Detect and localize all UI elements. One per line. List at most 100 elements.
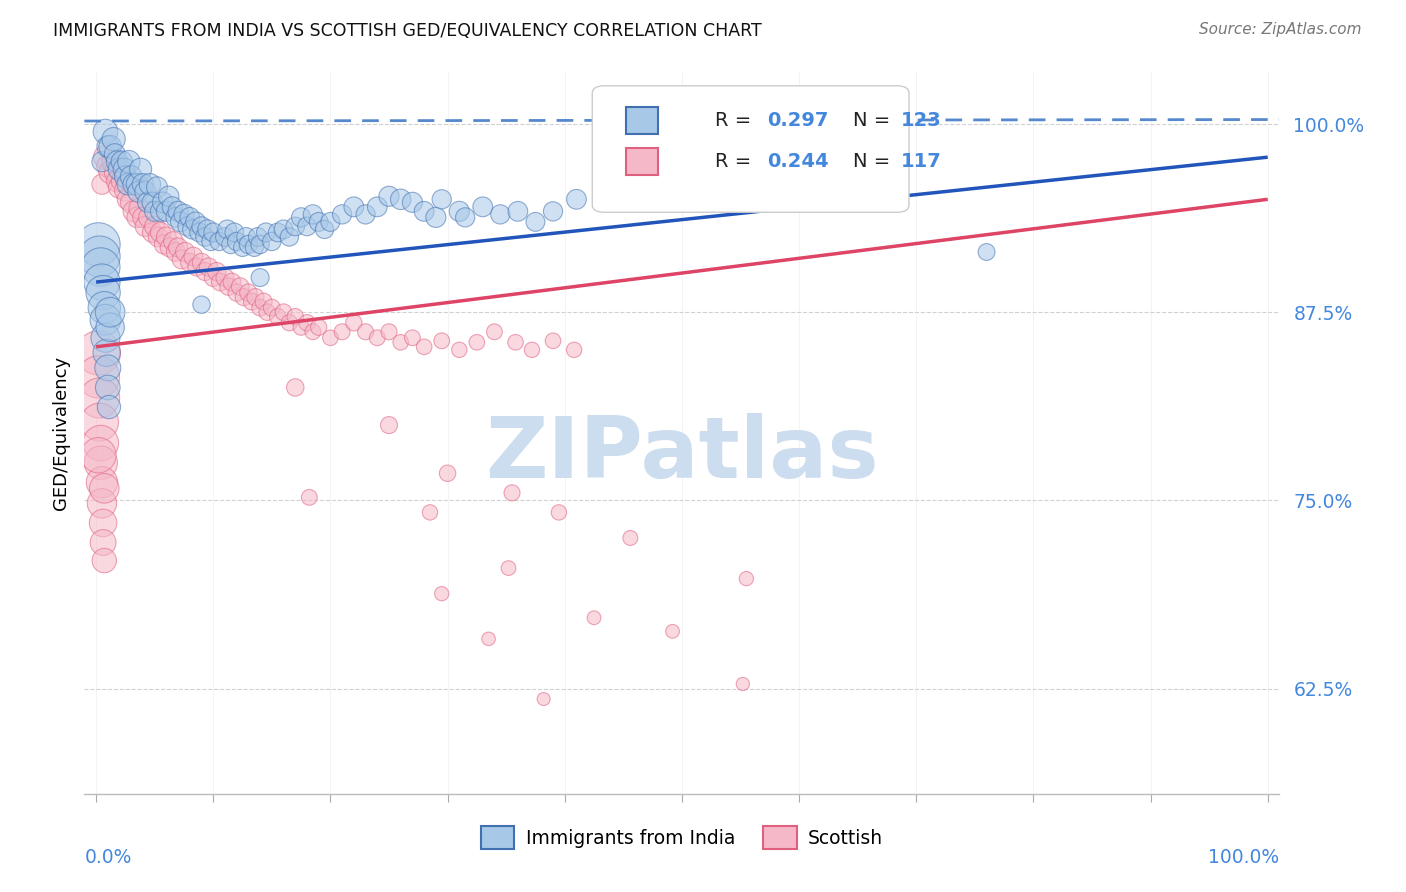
Text: 123: 123 bbox=[901, 111, 942, 130]
Point bbox=[159, 240, 181, 254]
Point bbox=[105, 174, 128, 188]
Point bbox=[120, 195, 142, 210]
Point bbox=[91, 535, 114, 549]
Point bbox=[454, 211, 477, 225]
Point bbox=[132, 178, 155, 192]
Point bbox=[267, 310, 290, 324]
Point bbox=[200, 235, 222, 249]
Point bbox=[295, 219, 318, 234]
Point bbox=[260, 235, 283, 249]
Text: 100.0%: 100.0% bbox=[1208, 848, 1279, 867]
Point bbox=[235, 230, 257, 244]
Point bbox=[108, 162, 131, 177]
Point bbox=[138, 211, 160, 225]
Point bbox=[90, 496, 114, 510]
Point bbox=[167, 240, 190, 254]
Point bbox=[298, 491, 321, 505]
Point bbox=[619, 531, 641, 545]
Point bbox=[117, 178, 139, 192]
Point bbox=[89, 415, 111, 429]
Point bbox=[225, 285, 247, 300]
Point bbox=[498, 561, 520, 575]
Text: 0.297: 0.297 bbox=[766, 111, 828, 130]
Point bbox=[541, 334, 564, 348]
Point bbox=[89, 250, 111, 264]
Point bbox=[181, 222, 204, 236]
Point bbox=[149, 226, 172, 240]
Point bbox=[249, 270, 271, 285]
Point bbox=[127, 185, 149, 199]
Point bbox=[278, 230, 301, 244]
Point bbox=[94, 124, 117, 138]
Point bbox=[389, 192, 412, 206]
Point bbox=[208, 235, 231, 249]
Point bbox=[146, 180, 169, 194]
Point bbox=[343, 316, 366, 330]
Point bbox=[378, 189, 401, 203]
Point bbox=[94, 312, 117, 326]
Point bbox=[238, 285, 260, 300]
Point bbox=[548, 505, 571, 519]
Text: R =: R = bbox=[716, 111, 758, 130]
Point bbox=[267, 226, 290, 240]
Point bbox=[735, 572, 758, 586]
Point bbox=[256, 305, 278, 319]
Point bbox=[97, 380, 120, 394]
Point bbox=[141, 226, 163, 240]
Point bbox=[148, 230, 170, 244]
Point bbox=[465, 335, 488, 350]
FancyBboxPatch shape bbox=[626, 107, 658, 134]
Point bbox=[731, 677, 754, 691]
Point bbox=[219, 237, 242, 252]
Point bbox=[260, 301, 283, 315]
Text: R =: R = bbox=[716, 153, 758, 171]
Y-axis label: GED/Equivalency: GED/Equivalency bbox=[52, 356, 70, 509]
Point bbox=[378, 418, 401, 433]
Point bbox=[90, 436, 112, 450]
Point bbox=[98, 400, 120, 414]
Point bbox=[134, 185, 156, 199]
Point bbox=[162, 200, 183, 214]
Point bbox=[253, 294, 276, 309]
Point bbox=[183, 250, 205, 264]
Point bbox=[184, 215, 207, 229]
Point bbox=[129, 162, 152, 177]
Point bbox=[194, 264, 217, 278]
Point bbox=[122, 178, 145, 192]
Point bbox=[98, 320, 121, 334]
Point bbox=[87, 448, 110, 462]
Point bbox=[97, 360, 120, 375]
Point bbox=[430, 334, 453, 348]
Point bbox=[98, 139, 121, 153]
Point bbox=[186, 260, 208, 274]
Point bbox=[389, 335, 412, 350]
Point bbox=[165, 244, 187, 259]
Point bbox=[105, 154, 128, 169]
Point bbox=[136, 195, 159, 210]
Point bbox=[149, 204, 172, 219]
Point bbox=[238, 237, 260, 252]
Point bbox=[290, 320, 312, 334]
Point bbox=[118, 154, 141, 169]
Point bbox=[162, 235, 184, 249]
Point bbox=[90, 475, 114, 490]
Point bbox=[90, 154, 114, 169]
Point bbox=[155, 204, 177, 219]
Point bbox=[436, 467, 458, 481]
Point bbox=[170, 252, 193, 267]
Point bbox=[378, 325, 401, 339]
Point bbox=[273, 222, 295, 236]
Point bbox=[533, 692, 555, 706]
Point bbox=[90, 275, 114, 289]
Point bbox=[506, 204, 529, 219]
Point bbox=[202, 270, 225, 285]
Point bbox=[197, 222, 219, 236]
Point bbox=[976, 244, 998, 259]
Point bbox=[134, 219, 156, 234]
Point bbox=[143, 219, 166, 234]
Point bbox=[314, 222, 336, 236]
Point bbox=[94, 331, 117, 345]
Text: 0.0%: 0.0% bbox=[84, 848, 132, 867]
Point bbox=[128, 202, 150, 216]
Text: 0.244: 0.244 bbox=[766, 153, 828, 171]
